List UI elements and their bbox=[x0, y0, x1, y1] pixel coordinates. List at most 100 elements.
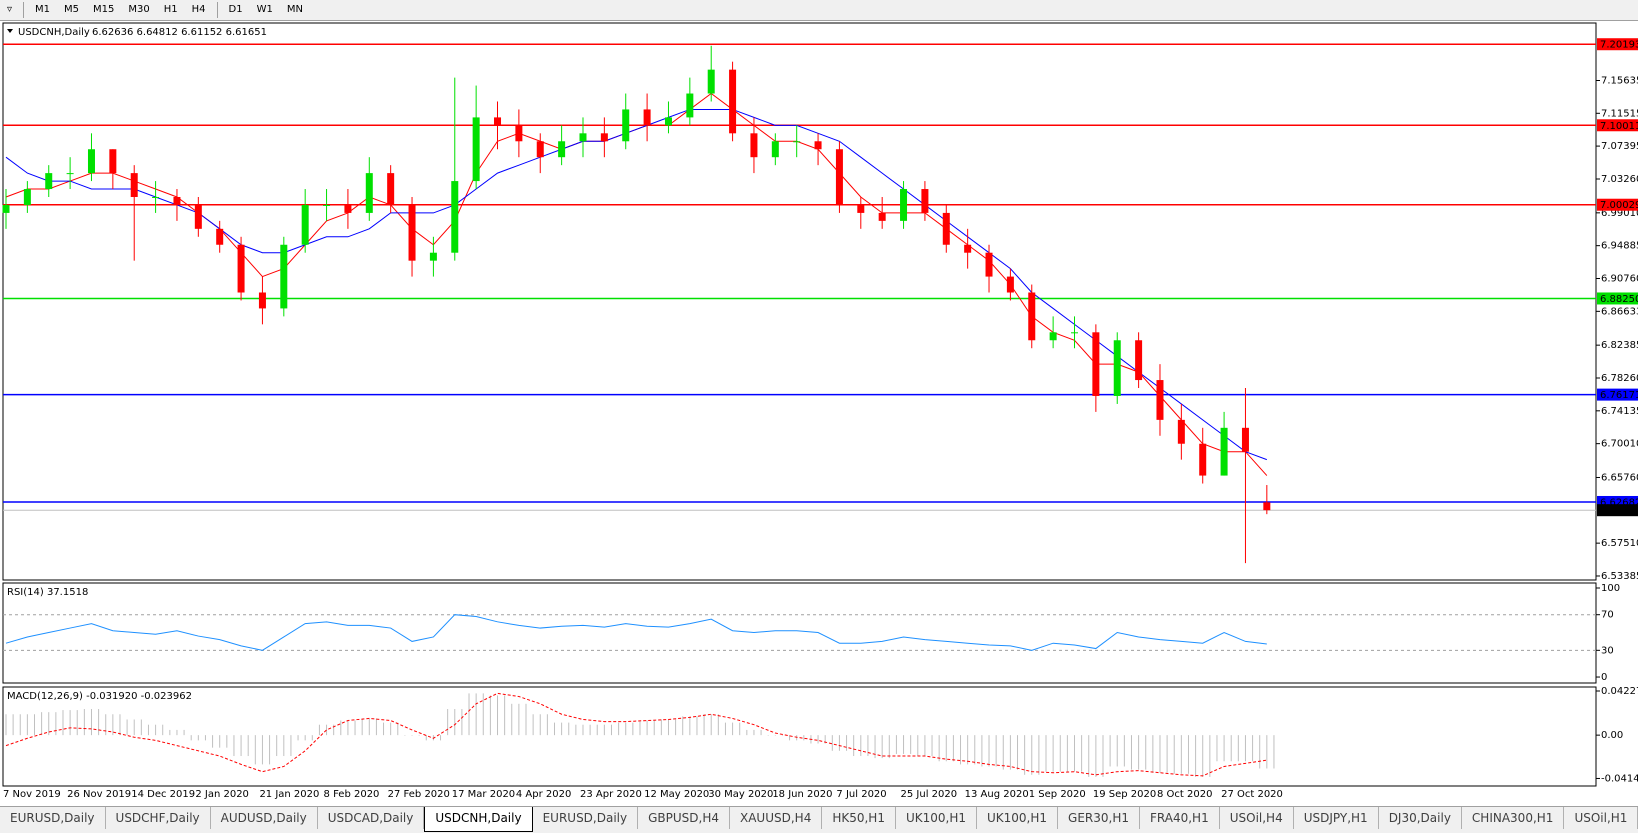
macd-bar bbox=[368, 718, 370, 736]
macd-bar bbox=[69, 710, 71, 736]
candle-body bbox=[835, 149, 843, 205]
candle-body bbox=[1028, 292, 1036, 341]
timeframe-button[interactable]: M30 bbox=[128, 4, 150, 15]
chart-tab[interactable]: CHINA300,H1 bbox=[1462, 807, 1565, 829]
level-price-label: 6.62682 bbox=[1600, 497, 1638, 508]
chart-tab[interactable]: UK100,H1 bbox=[977, 807, 1059, 829]
macd-bar bbox=[774, 735, 776, 736]
macd-bar bbox=[354, 720, 356, 736]
macd-bar bbox=[176, 729, 178, 736]
chart-tab[interactable]: USDCNH,Daily bbox=[424, 807, 533, 832]
macd-bar bbox=[881, 735, 883, 759]
macd-bar bbox=[781, 735, 783, 736]
chart-subtitle: 6.62636 6.64812 6.61152 6.61651 bbox=[92, 27, 267, 38]
macd-bar bbox=[1081, 735, 1083, 772]
candle-body bbox=[429, 252, 437, 261]
macd-bar bbox=[404, 735, 406, 736]
y-tick-label: 7.15635 bbox=[1601, 76, 1638, 87]
chart-tab[interactable]: GBPUSD,H4 bbox=[638, 807, 730, 829]
macd-bar bbox=[561, 722, 563, 736]
chart-tab[interactable]: DJ30,Daily bbox=[1379, 807, 1462, 829]
candle-body bbox=[152, 196, 160, 198]
rsi-line bbox=[5, 614, 1267, 651]
timeframe-button[interactable]: H1 bbox=[163, 4, 178, 15]
macd-bar bbox=[603, 724, 605, 736]
macd-bar bbox=[596, 724, 598, 736]
timeframe-button[interactable]: M5 bbox=[64, 4, 80, 15]
timeframe-button[interactable]: M15 bbox=[93, 4, 115, 15]
macd-bar bbox=[910, 735, 912, 754]
macd-bar bbox=[1266, 735, 1268, 769]
macd-bar bbox=[140, 719, 142, 736]
y-tick-label: 6.65760 bbox=[1601, 472, 1638, 483]
level-price-box bbox=[1597, 504, 1638, 517]
macd-bar bbox=[1145, 735, 1147, 770]
chart-tab[interactable]: USDCAD,Daily bbox=[318, 807, 425, 829]
chart-tab[interactable]: FRA40,H1 bbox=[1140, 807, 1220, 829]
candle-body bbox=[793, 141, 801, 143]
chart-tab[interactable]: EURUSD,Daily bbox=[0, 807, 106, 829]
macd-bar bbox=[653, 720, 655, 736]
macd-bar bbox=[1024, 735, 1026, 775]
timeframe-button[interactable]: M1 bbox=[35, 4, 51, 15]
macd-bar bbox=[618, 722, 620, 736]
macd-bar bbox=[290, 735, 292, 757]
timeframe-button[interactable]: W1 bbox=[256, 4, 273, 15]
chart-tab[interactable]: USOil,H1 bbox=[1564, 807, 1638, 829]
y-tick-label: 6.86633 bbox=[1601, 306, 1638, 317]
macd-bar bbox=[582, 724, 584, 736]
chart-tab[interactable]: UK100,H1 bbox=[896, 807, 977, 829]
candle-body bbox=[237, 244, 245, 293]
chart-tab[interactable]: EURUSD,Daily bbox=[533, 807, 639, 829]
y-tick-label: 0 bbox=[1601, 672, 1607, 683]
macd-bar bbox=[240, 735, 242, 757]
y-tick-label: 0.042275 bbox=[1601, 686, 1638, 697]
macd-bar bbox=[1259, 735, 1261, 769]
candle-body bbox=[1049, 332, 1057, 341]
candle-body bbox=[814, 141, 822, 150]
x-tick-label: 14 Dec 2019 bbox=[131, 789, 195, 800]
macd-bar bbox=[952, 735, 954, 762]
chart-tab[interactable]: USDJPY,H1 bbox=[1294, 807, 1379, 829]
macd-bar bbox=[888, 735, 890, 759]
macd-bar bbox=[960, 735, 962, 765]
pane-frame bbox=[2, 22, 1597, 581]
macd-bar bbox=[155, 724, 157, 736]
x-tick-label: 12 May 2020 bbox=[644, 789, 709, 800]
macd-bar bbox=[169, 729, 171, 736]
separator bbox=[23, 2, 25, 18]
chart-tab[interactable]: USOil,H4 bbox=[1220, 807, 1294, 829]
macd-bar bbox=[204, 735, 206, 741]
macd-bar bbox=[511, 703, 513, 736]
level-price-label: 6.76171 bbox=[1600, 390, 1638, 401]
timeframe-button[interactable]: MN bbox=[286, 4, 303, 15]
timeframe-button[interactable]: H4 bbox=[191, 4, 206, 15]
macd-bar bbox=[119, 714, 121, 736]
macd-bar bbox=[753, 729, 755, 736]
chart-tab[interactable]: GER30,H1 bbox=[1058, 807, 1140, 829]
macd-bar bbox=[568, 722, 570, 736]
chart-tab[interactable]: USDCHF,Daily bbox=[106, 807, 211, 829]
macd-bar bbox=[468, 693, 470, 736]
x-tick-label: 8 Feb 2020 bbox=[324, 789, 380, 800]
level-price-box bbox=[1597, 38, 1638, 51]
macd-bar bbox=[197, 735, 199, 741]
chart-tab[interactable]: HK50,H1 bbox=[822, 807, 896, 829]
draw-tool[interactable]: ▿ bbox=[7, 4, 13, 15]
signal-line bbox=[5, 692, 1267, 777]
chart-tab[interactable]: XAUUSD,H4 bbox=[730, 807, 823, 829]
macd-bar bbox=[283, 735, 285, 757]
y-tick-label: 6.74135 bbox=[1601, 406, 1638, 417]
macd-bar bbox=[995, 735, 997, 767]
candle-body bbox=[686, 93, 694, 118]
macd-bar bbox=[1031, 735, 1033, 775]
macd-bar bbox=[589, 724, 591, 736]
candle-body bbox=[1113, 340, 1121, 396]
macd-bar bbox=[1173, 735, 1175, 774]
level-price-box bbox=[1597, 119, 1638, 132]
timeframe-button[interactable]: D1 bbox=[228, 4, 243, 15]
chart-tab[interactable]: AUDUSD,Daily bbox=[211, 807, 318, 829]
macd-bar bbox=[518, 703, 520, 736]
y-tick-label: 7.11515 bbox=[1601, 108, 1638, 119]
macd-bar bbox=[48, 712, 50, 736]
